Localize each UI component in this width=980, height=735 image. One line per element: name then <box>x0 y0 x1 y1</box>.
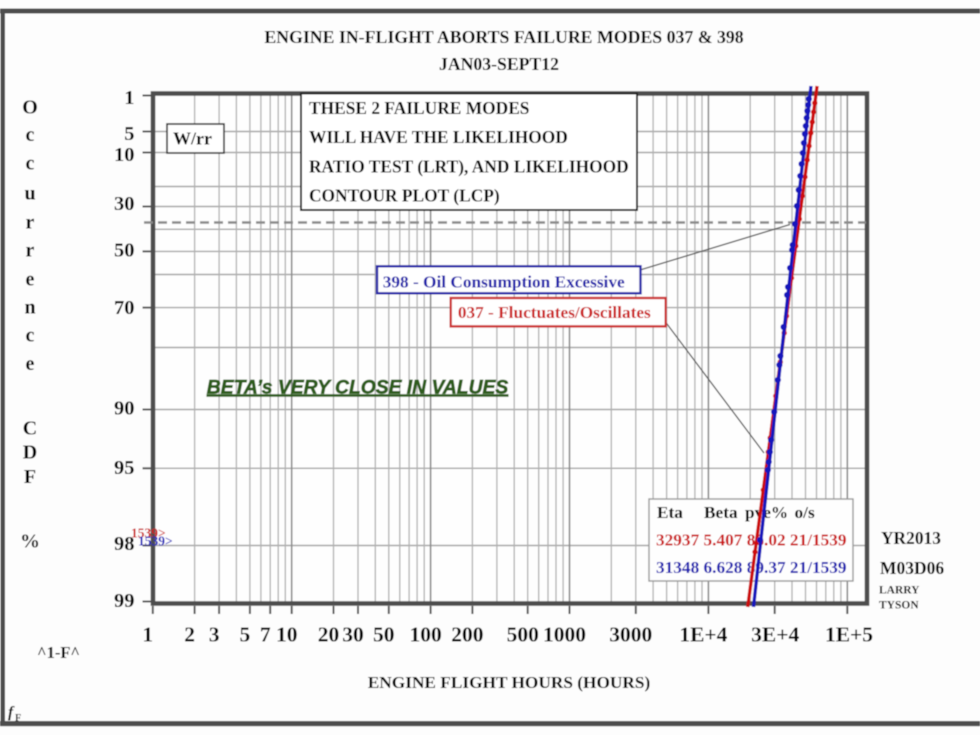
svg-text:500: 500 <box>507 623 539 647</box>
svg-text:30: 30 <box>342 623 364 647</box>
svg-text:^1-F^: ^1-F^ <box>37 643 80 662</box>
svg-text:1: 1 <box>124 87 134 109</box>
svg-text:5: 5 <box>124 123 134 145</box>
svg-text:1E+5: 1E+5 <box>825 623 873 647</box>
svg-text:WILL HAVE THE LIKELIHOOD: WILL HAVE THE LIKELIHOOD <box>309 127 568 147</box>
svg-text:3: 3 <box>209 623 220 647</box>
svg-text:F: F <box>24 466 36 488</box>
svg-text:n: n <box>24 296 35 318</box>
svg-text:ENGINE FLIGHT HOURS (HOURS): ENGINE FLIGHT HOURS (HOURS) <box>368 673 650 692</box>
svg-text:10: 10 <box>276 623 298 647</box>
svg-text:RATIO TEST (LRT), AND LIKELIHO: RATIO TEST (LRT), AND LIKELIHOOD <box>309 156 629 176</box>
svg-text:TYSON: TYSON <box>879 600 919 612</box>
svg-text:W/rr: W/rr <box>173 129 212 149</box>
svg-text:3E+4: 3E+4 <box>751 623 799 647</box>
svg-text:398 - Oil Consumption Excessiv: 398 - Oil Consumption Excessive <box>383 273 625 292</box>
svg-text:99: 99 <box>114 590 135 612</box>
svg-text:7: 7 <box>260 623 271 647</box>
svg-text:JAN03-SEPT12: JAN03-SEPT12 <box>439 54 559 74</box>
svg-text:037 - Fluctuates/Oscillates: 037 - Fluctuates/Oscillates <box>458 303 651 322</box>
svg-text:ENGINE IN-FLIGHT ABORTS FAILUR: ENGINE IN-FLIGHT ABORTS FAILURE MODES 03… <box>264 27 743 47</box>
svg-text:r: r <box>26 240 35 262</box>
svg-text:100: 100 <box>409 623 441 647</box>
svg-text:20: 20 <box>318 623 340 647</box>
svg-text:32937 5.407 86.02 21/1539: 32937 5.407 86.02 21/1539 <box>656 531 847 550</box>
svg-text:2: 2 <box>184 623 195 647</box>
svg-text:r: r <box>26 211 35 233</box>
svg-text:1539>: 1539> <box>138 534 173 549</box>
svg-text:c: c <box>26 152 35 174</box>
svg-text:D: D <box>23 442 37 464</box>
svg-text:YR2013: YR2013 <box>881 528 941 548</box>
svg-text:30: 30 <box>114 193 135 215</box>
svg-text:e: e <box>26 269 35 291</box>
svg-text:THESE 2 FAILURE MODES: THESE 2 FAILURE MODES <box>309 98 529 118</box>
svg-text:C: C <box>23 417 37 439</box>
svg-text:c: c <box>26 325 35 347</box>
svg-text:c: c <box>26 124 35 146</box>
svg-text:%: % <box>20 530 40 552</box>
svg-text:70: 70 <box>114 297 135 319</box>
svg-text:3000: 3000 <box>609 623 652 647</box>
svg-text:CONTOUR PLOT (LCP): CONTOUR PLOT (LCP) <box>309 186 500 206</box>
svg-text:1: 1 <box>142 623 153 647</box>
svg-text:90: 90 <box>114 398 135 420</box>
svg-text:M03D06: M03D06 <box>880 558 944 578</box>
svg-text:e: e <box>26 353 35 375</box>
svg-text:200: 200 <box>451 623 483 647</box>
svg-text:10: 10 <box>114 144 135 166</box>
svg-text:O: O <box>22 97 38 119</box>
svg-text:F: F <box>15 713 21 724</box>
svg-text:1539>: 1539> <box>131 526 166 541</box>
svg-text:98: 98 <box>114 533 135 555</box>
svg-text:95: 95 <box>114 457 135 479</box>
svg-text:BETA’s VERY CLOSE IN VALUES: BETA’s VERY CLOSE IN VALUES <box>207 378 509 399</box>
svg-text:f: f <box>8 704 15 721</box>
svg-text:u: u <box>24 182 35 204</box>
svg-text:1000: 1000 <box>543 623 586 647</box>
svg-text:5: 5 <box>240 623 251 647</box>
svg-text:50: 50 <box>373 623 395 647</box>
svg-text:50: 50 <box>114 239 135 261</box>
svg-text:1E+4: 1E+4 <box>679 623 727 647</box>
svg-text:LARRY: LARRY <box>879 585 920 597</box>
